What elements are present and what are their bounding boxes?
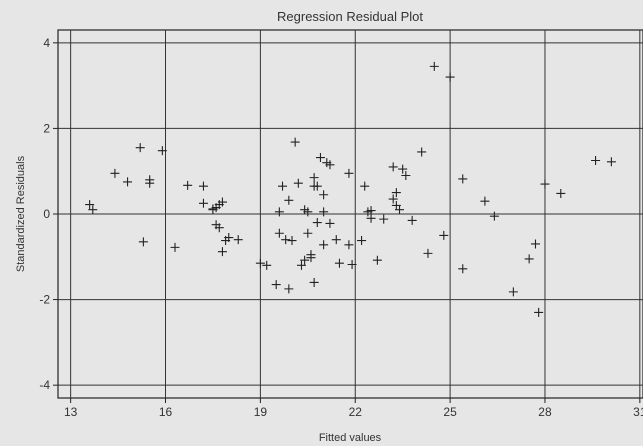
scatter-point [366,213,376,223]
grid-lines [58,30,643,398]
scatter-point [344,240,354,250]
scatter-point [347,259,357,269]
y-tick-label: 2 [43,121,50,135]
scatter-point [407,215,417,225]
scatter-point [319,207,329,217]
scatter-point [300,255,310,265]
scatter-point [315,153,325,163]
y-tick-label: -2 [39,293,50,307]
scatter-point [88,205,98,215]
y-tick-label: 4 [43,36,50,50]
scatter-point [524,254,534,264]
scatter-point [388,194,398,204]
scatter-point [372,255,382,265]
x-tick-label: 25 [443,405,457,419]
scatter-point [309,277,319,287]
scatter-point [274,207,284,217]
scatter-point [439,230,449,240]
scatter-point [170,242,180,252]
scatter-point [123,177,133,187]
scatter-point [217,197,227,207]
scatter-point [198,181,208,191]
scatter-point [183,180,193,190]
scatter-point [157,146,167,156]
axis-ticks: 13 16 19 22 25 28 31 4 2 0 -2 -4 [39,36,643,419]
scatter-point [458,264,468,274]
chart-title: Regression Residual Plot [277,9,423,24]
scatter-point [391,188,401,198]
scatter-point [284,195,294,205]
scatter-point [540,179,550,189]
x-tick-label: 28 [538,405,552,419]
scatter-point [290,137,300,147]
scatter-point [401,170,411,180]
x-axis-label: Fitted values [319,432,382,444]
scatter-point [198,198,208,208]
scatter-point [530,239,540,249]
scatter-point [366,206,376,216]
scatter-point [508,287,518,297]
scatter-point [458,174,468,184]
scatter-point [319,240,329,250]
scatter-point [534,307,544,317]
scatter-point [281,235,291,245]
scatter-point [303,228,313,238]
scatter-point [287,236,297,246]
scatter-point [306,253,316,263]
scatter-point [344,168,354,178]
y-axis-label: Standardized Residuals [15,155,27,272]
scatter-point [325,160,335,170]
scatter-point [360,181,370,191]
scatter-point [303,207,313,217]
scatter-point [145,175,155,185]
scatter-point [319,190,329,200]
scatter-point [85,200,95,210]
scatter-point [606,157,616,167]
scatter-point [233,235,243,245]
scatter-point [135,143,145,153]
scatter-point [334,258,344,268]
scatter-point [214,223,224,233]
x-tick-label: 22 [349,405,363,419]
scatter-point [480,196,490,206]
scatter-point [284,284,294,294]
scatter-point [312,181,322,191]
scatter-point [309,173,319,183]
scatter-point [262,260,272,270]
scatter-point [357,236,367,246]
y-tick-label: 0 [43,207,50,221]
scatter-point [110,168,120,178]
y-tick-label: -4 [39,378,50,392]
x-tick-label: 19 [254,405,268,419]
scatter-point [293,178,303,188]
scatter-point [417,147,427,157]
x-tick-label: 16 [159,405,173,419]
scatter-point [429,61,439,71]
scatter-point [296,260,306,270]
scatter-point [224,233,234,243]
scatter-point [217,247,227,257]
scatter-point [274,228,284,238]
scatter-point [278,181,288,191]
scatter-point [325,218,335,228]
scatter-point [445,72,455,82]
x-tick-label: 31 [633,405,643,419]
scatter-point [395,205,405,215]
scatter-point [556,188,566,198]
scatter-point [423,248,433,258]
scatter-point [312,218,322,228]
scatter-point [591,156,601,166]
scatter-point [388,162,398,172]
scatter-point [331,235,341,245]
scatter-point [138,237,148,247]
scatter-point [255,258,265,268]
data-points [85,61,616,317]
scatter-point [379,214,389,224]
scatter-point [398,164,408,174]
scatter-point [489,211,499,221]
scatter-point [271,280,281,290]
x-tick-label: 13 [64,405,78,419]
